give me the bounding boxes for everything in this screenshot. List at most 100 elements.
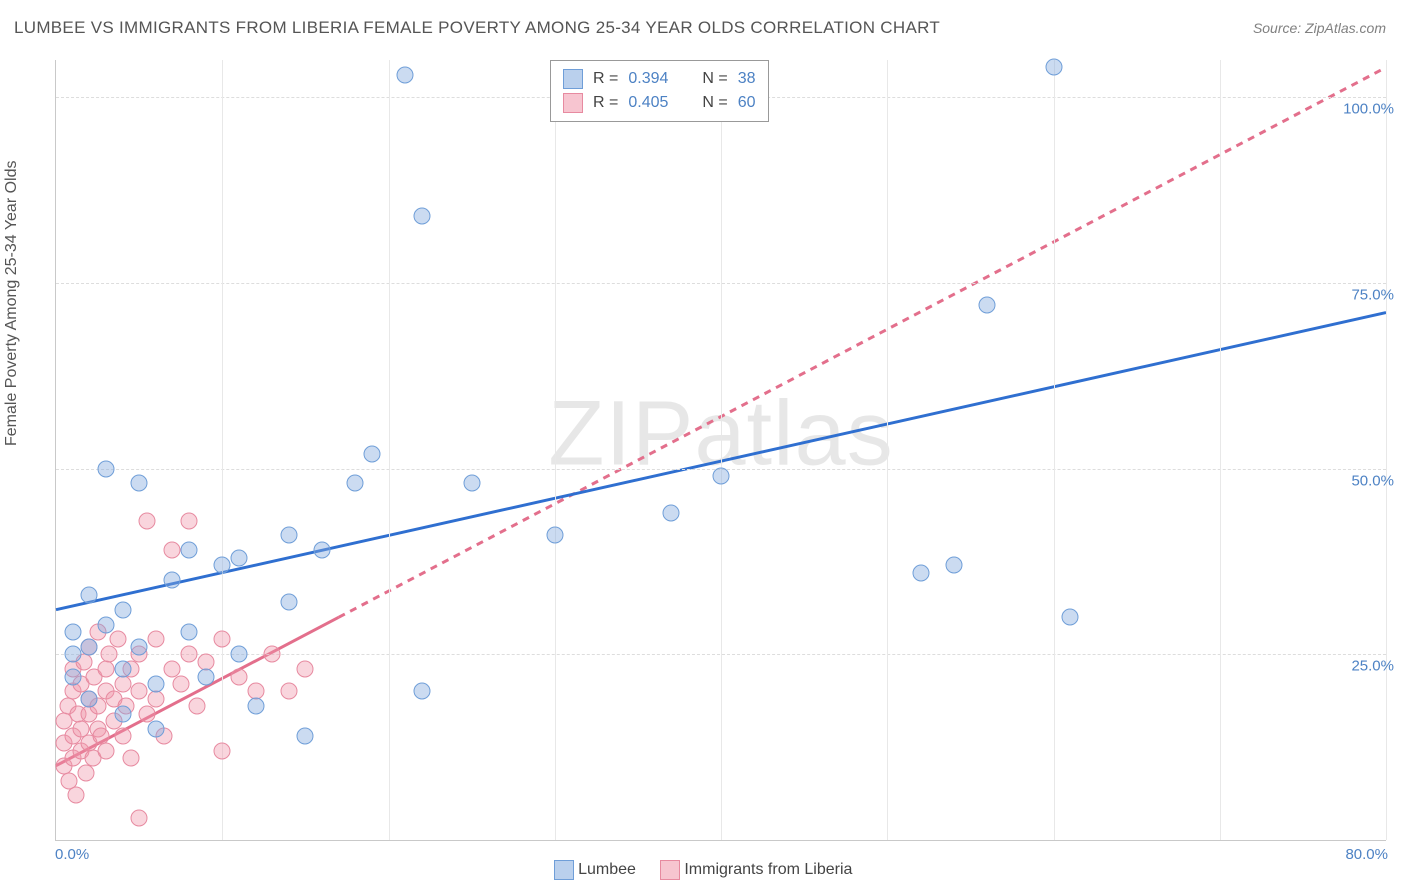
scatter-point xyxy=(164,542,181,559)
scatter-point xyxy=(81,638,98,655)
legend-swatch xyxy=(554,860,574,880)
scatter-point xyxy=(247,698,264,715)
scatter-point xyxy=(1062,609,1079,626)
scatter-point xyxy=(314,542,331,559)
scatter-point xyxy=(713,468,730,485)
legend-row: R = 0.405 N = 60 xyxy=(563,91,756,115)
scatter-point xyxy=(663,505,680,522)
scatter-point xyxy=(147,676,164,693)
scatter-point xyxy=(363,445,380,462)
scatter-point xyxy=(230,549,247,566)
scatter-point xyxy=(101,646,118,663)
scatter-point xyxy=(97,616,114,633)
scatter-point xyxy=(64,668,81,685)
scatter-point xyxy=(114,728,131,745)
scatter-point xyxy=(181,624,198,641)
scatter-point xyxy=(131,475,148,492)
gridline-vertical xyxy=(887,60,888,840)
scatter-point xyxy=(181,512,198,529)
scatter-point xyxy=(214,557,231,574)
scatter-point xyxy=(81,690,98,707)
legend-swatch xyxy=(563,69,583,89)
scatter-point xyxy=(114,601,131,618)
legend-item: Lumbee xyxy=(554,861,636,878)
scatter-point xyxy=(164,572,181,589)
scatter-point xyxy=(413,683,430,700)
source-label: Source: ZipAtlas.com xyxy=(1253,20,1386,36)
y-tick-label: 25.0% xyxy=(1351,658,1394,675)
scatter-point xyxy=(64,646,81,663)
gridline-vertical xyxy=(1220,60,1221,840)
y-tick-label: 50.0% xyxy=(1351,472,1394,489)
legend-n-label: N = xyxy=(702,67,727,91)
scatter-point xyxy=(230,668,247,685)
scatter-point xyxy=(131,638,148,655)
legend-swatch xyxy=(660,860,680,880)
scatter-point xyxy=(114,661,131,678)
gridline-vertical xyxy=(222,60,223,840)
chart-title: LUMBEE VS IMMIGRANTS FROM LIBERIA FEMALE… xyxy=(14,18,940,38)
scatter-point xyxy=(297,728,314,745)
scatter-point xyxy=(131,809,148,826)
legend-item: Immigrants from Liberia xyxy=(660,861,853,878)
scatter-point xyxy=(147,631,164,648)
scatter-point xyxy=(77,765,94,782)
scatter-point xyxy=(463,475,480,492)
scatter-point xyxy=(81,586,98,603)
scatter-point xyxy=(230,646,247,663)
chart-plot-area: ZIPatlas xyxy=(55,60,1386,841)
legend-series-label: Immigrants from Liberia xyxy=(684,861,852,878)
scatter-point xyxy=(114,705,131,722)
legend-swatch xyxy=(563,93,583,113)
scatter-point xyxy=(64,624,81,641)
scatter-point xyxy=(131,683,148,700)
scatter-point xyxy=(147,720,164,737)
scatter-point xyxy=(181,646,198,663)
scatter-point xyxy=(280,527,297,544)
y-tick-label: 75.0% xyxy=(1351,286,1394,303)
legend-r-value: 0.394 xyxy=(628,67,668,91)
legend-r-label: R = xyxy=(593,91,618,115)
scatter-point xyxy=(280,594,297,611)
legend-n-value: 60 xyxy=(738,91,756,115)
correlation-legend: R = 0.394 N = 38 R = 0.405 N = 60 xyxy=(550,60,769,122)
scatter-point xyxy=(109,631,126,648)
scatter-point xyxy=(413,208,430,225)
scatter-point xyxy=(347,475,364,492)
y-tick-label: 100.0% xyxy=(1343,101,1394,118)
scatter-point xyxy=(214,742,231,759)
x-tick-label-last: 80.0% xyxy=(1345,846,1388,863)
x-tick-label-first: 0.0% xyxy=(55,846,89,863)
scatter-point xyxy=(97,742,114,759)
legend-row: R = 0.394 N = 38 xyxy=(563,67,756,91)
legend-series-label: Lumbee xyxy=(578,861,636,878)
scatter-point xyxy=(67,787,84,804)
gridline-vertical xyxy=(1386,60,1387,840)
legend-n-label: N = xyxy=(702,91,727,115)
scatter-point xyxy=(264,646,281,663)
scatter-point xyxy=(280,683,297,700)
gridline-vertical xyxy=(389,60,390,840)
scatter-point xyxy=(181,542,198,559)
legend-r-label: R = xyxy=(593,67,618,91)
scatter-point xyxy=(945,557,962,574)
scatter-point xyxy=(189,698,206,715)
legend-r-value: 0.405 xyxy=(628,91,668,115)
scatter-point xyxy=(147,690,164,707)
scatter-point xyxy=(122,750,139,767)
gridline-vertical xyxy=(1054,60,1055,840)
gridline-vertical xyxy=(721,60,722,840)
scatter-point xyxy=(397,66,414,83)
scatter-point xyxy=(912,564,929,581)
gridline-vertical xyxy=(555,60,556,840)
scatter-point xyxy=(114,676,131,693)
scatter-point xyxy=(546,527,563,544)
scatter-point xyxy=(97,661,114,678)
legend-n-value: 38 xyxy=(738,67,756,91)
y-axis-label: Female Poverty Among 25-34 Year Olds xyxy=(3,161,21,447)
scatter-point xyxy=(139,512,156,529)
scatter-point xyxy=(172,676,189,693)
scatter-point xyxy=(979,297,996,314)
scatter-point xyxy=(214,631,231,648)
scatter-point xyxy=(97,460,114,477)
